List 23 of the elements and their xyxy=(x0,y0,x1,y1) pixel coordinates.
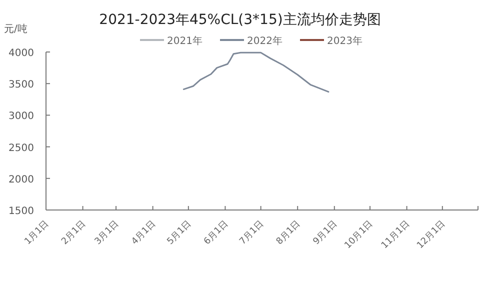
y-axis-title: 元/吨 xyxy=(4,23,28,35)
legend-label: 2022年 xyxy=(247,35,282,47)
legend-label: 2021年 xyxy=(167,35,202,47)
x-tick-label: 5月1日 xyxy=(166,219,194,247)
y-tick-label: 2000 xyxy=(8,174,34,186)
x-tick-label: 11月1日 xyxy=(380,219,412,252)
x-tick-label: 12月1日 xyxy=(416,219,448,252)
x-tick-label: 9月1日 xyxy=(312,219,340,247)
x-tick-label: 3月1日 xyxy=(93,219,122,247)
legend-label: 2023年 xyxy=(327,35,362,47)
x-tick-label: 2月1日 xyxy=(60,219,88,247)
chart-title: 2021-2023年45%CL(3*15)主流均价走势图 xyxy=(99,12,381,28)
y-tick-label: 4000 xyxy=(8,48,34,59)
x-tick-label: 6月1日 xyxy=(202,219,230,247)
y-tick-label: 3500 xyxy=(8,80,34,91)
y-tick-label: 1500 xyxy=(8,206,34,217)
x-tick-label: 10月1日 xyxy=(343,219,376,252)
y-tick-label: 2500 xyxy=(8,142,34,154)
y-tick-label: 3000 xyxy=(8,111,34,122)
x-tick-label: 7月1日 xyxy=(238,219,266,247)
x-tick-label: 8月1日 xyxy=(274,219,303,247)
x-tick-label: 4月1日 xyxy=(130,219,158,247)
x-tick-label: 1月1日 xyxy=(23,219,52,247)
